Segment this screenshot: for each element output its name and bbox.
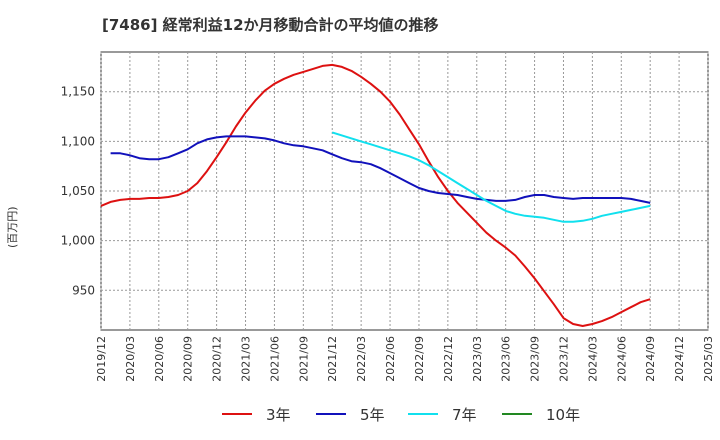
x-tick-label: 2022/09 xyxy=(413,336,426,382)
x-tick-label: 2020/09 xyxy=(182,336,195,382)
y-tick-labels: 950 1,000 1,050 1,100 1,150 xyxy=(61,85,95,298)
x-tick-label: 2020/12 xyxy=(211,336,224,382)
y-tick-label: 1,050 xyxy=(61,184,95,198)
x-tick-label: 2019/12 xyxy=(95,336,108,382)
x-tick-label: 2021/03 xyxy=(240,336,253,382)
legend-label-7y: 7年 xyxy=(452,405,477,424)
legend-label-10y: 10年 xyxy=(546,405,581,424)
x-tick-label: 2024/03 xyxy=(586,336,599,382)
x-tick-label: 2024/12 xyxy=(673,336,686,382)
legend-label-3y: 3年 xyxy=(266,405,291,424)
x-tick-label: 2022/06 xyxy=(384,336,397,382)
y-tick-label: 1,000 xyxy=(61,234,95,248)
x-tick-labels: 2019/12 2020/03 2020/06 2020/09 2020/12 2021/… xyxy=(95,336,715,382)
series-line-1 xyxy=(100,63,651,327)
x-tick-label: 2025/03 xyxy=(702,336,715,382)
x-tick-label: 2022/03 xyxy=(355,336,368,382)
x-tick-label: 2023/12 xyxy=(557,336,570,382)
x-tick-label: 2024/09 xyxy=(644,336,657,382)
legend-swatch-7y xyxy=(408,413,438,415)
legend-item-10y: 10年 xyxy=(502,402,580,426)
legend-swatch-5y xyxy=(316,413,346,415)
series-line-3 xyxy=(331,131,651,223)
legend-swatch-3y xyxy=(222,413,252,415)
legend-swatch-10y xyxy=(502,413,532,415)
y-tick-label: 1,150 xyxy=(61,85,95,99)
series-line-2 xyxy=(110,135,651,204)
chart-title: [7486] 経常利益12か月移動合計の平均値の推移 xyxy=(102,16,439,34)
legend-item-3y: 3年 xyxy=(222,402,291,426)
x-tick-label: 2020/03 xyxy=(124,336,137,382)
legend-item-5y: 5年 xyxy=(316,402,385,426)
x-tick-label: 2021/12 xyxy=(326,336,339,382)
legend-label-5y: 5年 xyxy=(360,405,385,424)
chart-legend: 3年 5年 7年 10年 xyxy=(0,402,720,426)
x-tick-label: 2024/06 xyxy=(615,336,628,382)
x-tick-label: 2022/12 xyxy=(442,336,455,382)
plot-area xyxy=(100,51,709,331)
legend-item-7y: 7年 xyxy=(408,402,477,426)
x-tick-label: 2020/06 xyxy=(153,336,166,382)
x-tick-label: 2023/06 xyxy=(500,336,513,382)
x-tick-label: 2023/03 xyxy=(471,336,484,382)
x-tick-label: 2023/09 xyxy=(529,336,542,382)
x-tick-label: 2021/09 xyxy=(297,336,310,382)
y-tick-label: 950 xyxy=(72,283,95,297)
y-tick-label: 1,100 xyxy=(61,134,95,148)
series-lines xyxy=(100,63,651,327)
x-tick-label: 2021/06 xyxy=(268,336,281,382)
